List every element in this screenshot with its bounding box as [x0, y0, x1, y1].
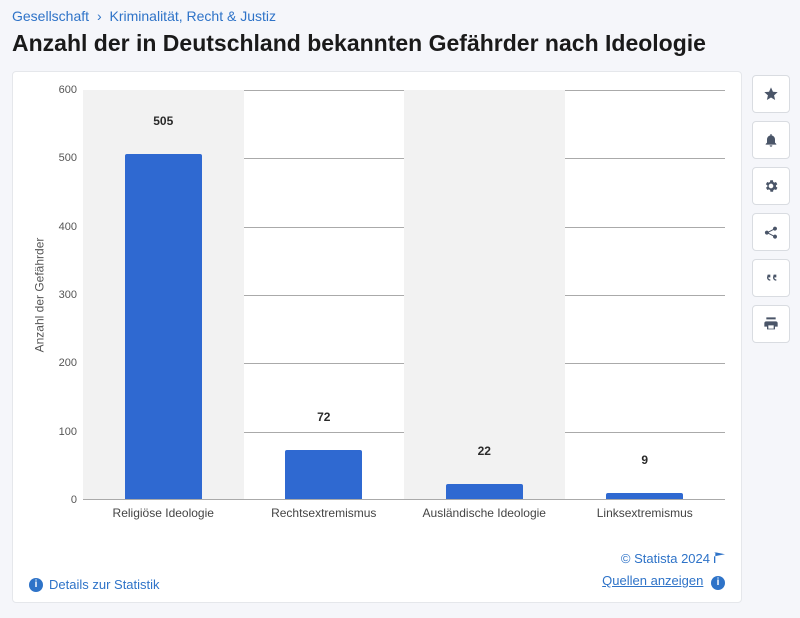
print-icon: [763, 316, 779, 332]
bar[interactable]: [446, 484, 523, 499]
chart-plot-area: 505 72 22 9: [83, 90, 725, 500]
x-tick: Linksextremismus: [565, 500, 726, 526]
info-icon: i: [29, 578, 43, 592]
x-axis: Religiöse IdeologieRechtsextremismusAusl…: [83, 500, 725, 526]
share-icon: [763, 224, 779, 240]
favorite-button[interactable]: [752, 75, 790, 113]
x-tick: Rechtsextremismus: [244, 500, 405, 526]
print-button[interactable]: [752, 305, 790, 343]
breadcrumb-parent[interactable]: Gesellschaft: [12, 8, 89, 24]
share-button[interactable]: [752, 213, 790, 251]
bar[interactable]: [125, 154, 202, 499]
settings-button[interactable]: [752, 167, 790, 205]
star-icon: [763, 86, 779, 102]
y-tick: 400: [59, 221, 77, 233]
bell-icon: [763, 132, 779, 148]
alert-button[interactable]: [752, 121, 790, 159]
info-icon: i: [711, 576, 725, 590]
flag-icon: [714, 552, 725, 563]
y-axis-label: Anzahl der Gefährder: [32, 238, 46, 353]
y-tick: 300: [59, 289, 77, 301]
breadcrumb-child[interactable]: Kriminalität, Recht & Justiz: [110, 8, 277, 24]
plot-band: [404, 90, 565, 499]
copyright-text: © Statista 2024: [602, 548, 725, 570]
breadcrumb: Gesellschaft › Kriminalität, Recht & Jus…: [12, 8, 800, 24]
bar[interactable]: [606, 493, 683, 499]
bar-value-label: 9: [641, 453, 648, 473]
cite-button[interactable]: [752, 259, 790, 297]
y-tick: 100: [59, 426, 77, 438]
chart-card: Anzahl der Gefährder 0 100 200 300 400 500 600…: [12, 71, 742, 603]
breadcrumb-separator: ›: [97, 8, 102, 24]
x-tick: Ausländische Ideologie: [404, 500, 565, 526]
y-tick: 0: [71, 494, 77, 506]
details-link-label: Details zur Statistik: [49, 577, 160, 592]
side-actions: [752, 71, 790, 603]
details-link[interactable]: i Details zur Statistik: [29, 577, 160, 592]
y-axis: 0100200300400500600: [49, 90, 83, 500]
bar[interactable]: [285, 450, 362, 499]
y-tick: 200: [59, 357, 77, 369]
y-tick: 500: [59, 152, 77, 164]
x-tick: Religiöse Ideologie: [83, 500, 244, 526]
bar-value-label: 72: [317, 410, 330, 430]
bar-value-label: 22: [478, 444, 491, 464]
sources-link[interactable]: Quellen anzeigen: [602, 573, 703, 588]
quote-icon: [763, 270, 779, 286]
bar-value-label: 505: [153, 114, 173, 134]
gear-icon: [763, 178, 779, 194]
y-tick: 600: [59, 84, 77, 96]
page-title: Anzahl der in Deutschland bekannten Gefä…: [12, 30, 800, 57]
